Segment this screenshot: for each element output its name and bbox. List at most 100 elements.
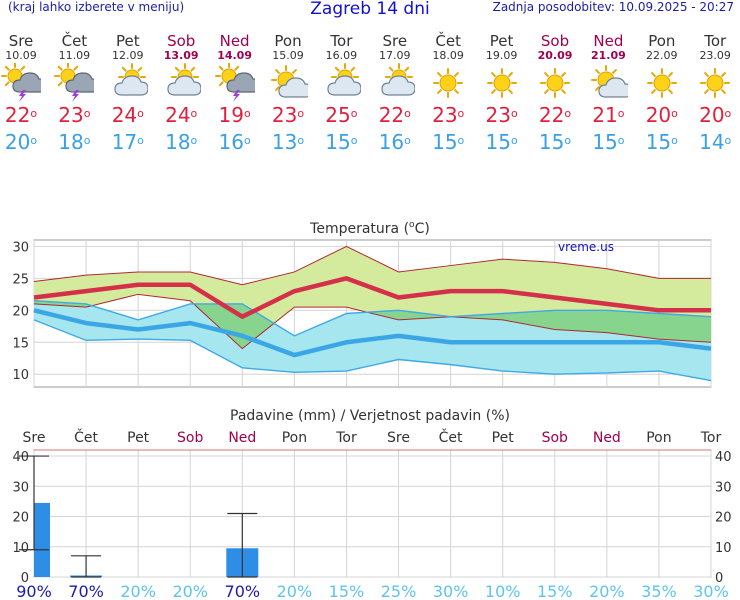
min-temperature-value: 18 — [165, 130, 191, 154]
daily-forecast-strip: Sre 10.09 22o 20o Čet 11.09 23o 18o Pet 12.09 24o 1… — [1, 32, 740, 173]
day-date: 18.09 — [432, 49, 464, 62]
precipitation-probability-label: 20% — [172, 582, 208, 600]
day-date: 13.09 — [163, 49, 199, 62]
max-temperature: 23o — [48, 102, 100, 129]
day-name: Sre — [8, 32, 34, 50]
min-temperature: 15o — [636, 129, 688, 156]
degree-sign: o — [243, 107, 251, 120]
precipitation-probability-label: 20% — [277, 582, 313, 600]
degree-sign: o — [404, 107, 411, 120]
y-tick-label-right: 0 — [715, 571, 723, 586]
min-temperature: 15o — [422, 129, 474, 156]
sunny-icon — [529, 62, 581, 102]
min-temperature: 15o — [529, 129, 581, 156]
y-tick-label-left: 30 — [12, 480, 29, 495]
page-title: Zagreb 14 dni — [310, 0, 430, 19]
x-tick-label: Ned — [593, 430, 621, 446]
min-temperature: 15o — [582, 129, 634, 156]
day-name: Sob — [540, 32, 570, 50]
precipitation-probability-label: 30% — [693, 582, 729, 600]
day-date: 23.09 — [699, 49, 731, 62]
min-temperature: 18o — [155, 129, 207, 156]
degree-sign: o — [564, 107, 572, 120]
precipitation-chart-title: Padavine (mm) / Verjetnost padavin (%) — [230, 408, 510, 424]
partly-cloudy-icon — [369, 62, 421, 102]
day-column: Sob 20.09 22o 15o — [529, 33, 581, 156]
sunny-icon — [689, 62, 740, 102]
degree-sign: o — [137, 107, 144, 120]
max-temperature: 20o — [689, 102, 740, 129]
min-temperature-line — [33, 308, 712, 358]
y-tick-label-right: 20 — [715, 511, 732, 526]
day-column: Ned 14.09 19o 16o — [209, 33, 261, 156]
precipitation-probability-label: 10% — [485, 582, 521, 600]
precipitation-error-bar — [19, 455, 49, 551]
degree-sign: o — [457, 134, 465, 147]
day-date: 20.09 — [537, 49, 573, 62]
day-name: Tor — [330, 32, 353, 50]
day-date: 10.09 — [5, 49, 37, 62]
day-column: Sre 10.09 22o 20o — [0, 33, 47, 156]
min-temperature: 14o — [689, 129, 740, 156]
max-temperature-value: 20 — [645, 103, 672, 127]
degree-sign: o — [297, 134, 305, 147]
x-tick-label: Sre — [23, 430, 46, 446]
y-tick-label-right: 10 — [715, 541, 732, 556]
degree-sign: o — [409, 220, 415, 230]
precipitation-error-bar — [227, 512, 258, 578]
degree-sign: o — [350, 134, 358, 147]
day-date: 22.09 — [646, 49, 678, 62]
degree-sign: o — [564, 134, 572, 147]
day-column: Sre 17.09 22o 16o — [369, 33, 421, 156]
x-tick-label: Ned — [228, 430, 256, 446]
max-temperature-value: 21 — [592, 103, 618, 127]
min-temperature: 20o — [0, 129, 47, 156]
y-tick-label-left: 40 — [12, 450, 29, 465]
max-temperature: 19o — [209, 102, 261, 129]
y-tick-label-right: 40 — [715, 450, 732, 465]
day-date: 17.09 — [379, 49, 411, 62]
max-range-upper-line — [33, 245, 711, 286]
y-tick-label: 15 — [12, 336, 29, 351]
degree-sign: o — [404, 134, 411, 147]
degree-sign: o — [350, 107, 358, 120]
x-tick-label: Tor — [335, 430, 357, 446]
day-column: Čet 11.09 23o 18o — [48, 33, 100, 156]
day-column: Ned 21.09 21o 15o — [582, 33, 634, 156]
day-name: Pon — [274, 32, 302, 50]
day-name: Ned — [219, 32, 250, 50]
y-tick-label: 25 — [12, 272, 29, 287]
y-tick-label: 10 — [12, 368, 29, 383]
min-temperature-value: 17 — [111, 130, 138, 154]
min-temperature: 17o — [102, 129, 154, 156]
min-temperature: 16o — [209, 129, 261, 156]
x-tick-label: Čet — [74, 428, 98, 446]
x-tick-label: Pet — [127, 430, 150, 446]
max-temperature-value: 20 — [699, 103, 725, 127]
degree-sign: o — [137, 134, 144, 147]
day-name: Čet — [435, 32, 461, 50]
max-temperature: 22o — [369, 102, 421, 129]
day-column: Tor 16.09 25o 15o — [315, 33, 367, 156]
min-temperature: 15o — [315, 129, 367, 156]
day-name: Sob — [167, 32, 196, 50]
max-temperature-value: 22 — [538, 103, 565, 127]
sunny-icon — [422, 62, 474, 102]
day-date: 14.09 — [217, 49, 252, 62]
watermark-text: vreme.us — [558, 240, 614, 254]
min-temperature-value: 14 — [699, 130, 725, 154]
min-temperature: 16o — [369, 129, 421, 156]
max-temperature: 22o — [0, 102, 47, 129]
max-temperature: 23o — [422, 102, 474, 129]
thunderstorm-icon — [48, 62, 100, 102]
day-column: Pet 12.09 24o 17o — [102, 33, 154, 156]
day-column: Pon 22.09 20o 15o — [636, 33, 688, 156]
min-temperature: 13o — [262, 129, 314, 156]
min-temperature-value: 15 — [432, 130, 458, 154]
day-name: Pet — [115, 32, 140, 50]
precipitation-probability-label: 70% — [225, 582, 261, 600]
min-temperature-value: 18 — [58, 130, 84, 154]
min-temperature-value: 15 — [645, 130, 672, 154]
day-name: Pet — [489, 32, 514, 50]
x-tick-label: Tor — [700, 430, 722, 446]
